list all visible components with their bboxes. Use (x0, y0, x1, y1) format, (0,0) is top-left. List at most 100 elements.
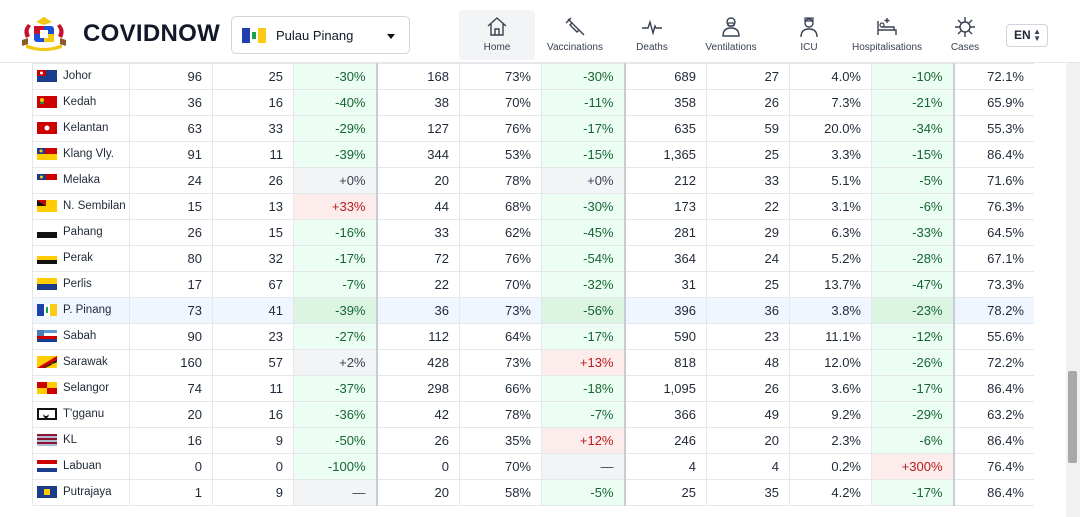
table-cell: 15 (129, 193, 213, 220)
table-row: Perak 80 32 -17% 72 76% -54% 364 24 5.2% -28% 67.1% (32, 245, 1034, 272)
state-name-cell[interactable]: Pahang (32, 219, 130, 246)
table-cell: 9 (212, 479, 294, 506)
table-cell: +2% (293, 349, 378, 376)
sarawak-flag-icon (37, 355, 57, 368)
table-cell: 112 (376, 323, 460, 350)
table-cell: 73% (459, 63, 542, 90)
table-cell: 70% (459, 271, 542, 298)
state-dropdown[interactable]: Pulau Pinang (231, 16, 410, 54)
state-label: Sabah (63, 330, 97, 343)
table-cell: 7.3% (789, 89, 872, 116)
state-name-cell[interactable]: Melaka (32, 167, 130, 194)
nav-deaths[interactable]: Deaths (628, 10, 676, 60)
state-name-cell[interactable]: Perlis (32, 271, 130, 298)
table-cell: 78% (459, 401, 542, 428)
table-cell: 55.3% (953, 115, 1034, 142)
table-cell: -30% (541, 63, 626, 90)
table-cell: 26 (706, 89, 790, 116)
table-cell: -29% (293, 115, 378, 142)
state-name-cell[interactable]: Selangor (32, 375, 130, 402)
table-cell: -18% (541, 375, 626, 402)
coat-of-arms-logo[interactable] (18, 14, 70, 54)
language-select[interactable]: EN ▲ ▼ (1006, 24, 1048, 47)
table-cell: 49 (706, 401, 790, 428)
table-cell: -26% (871, 349, 955, 376)
table-cell: -7% (541, 401, 626, 428)
state-label: KL (63, 434, 78, 447)
table-cell: 4 (706, 453, 790, 480)
klangvly-flag-icon (37, 147, 57, 160)
table-cell: 68% (459, 193, 542, 220)
state-name-cell[interactable]: Klang Vly. (32, 141, 130, 168)
table-row: N. Sembilan 15 13 +33% 44 68% -30% 173 22 3.1% -6%… (32, 193, 1034, 220)
table-cell: 36 (706, 297, 790, 324)
table-cell: 44 (376, 193, 460, 220)
table-cell: 74 (129, 375, 213, 402)
table-cell: -36% (293, 401, 378, 428)
table-cell: 73 (129, 297, 213, 324)
state-label: Melaka (63, 174, 101, 187)
table-cell: 86.4% (953, 427, 1034, 454)
table-row: Sabah 90 23 -27% 112 64% -17% 590 23 11.1% -12% 55.… (32, 323, 1034, 350)
table-cell: 23 (212, 323, 294, 350)
nav-icu[interactable]: ICU (791, 10, 827, 60)
state-name-cell[interactable]: Johor (32, 63, 130, 90)
state-name-cell[interactable]: Putrajaya (32, 479, 130, 506)
state-name-cell[interactable]: Sarawak (32, 349, 130, 376)
table-cell: 35 (706, 479, 790, 506)
table-cell: 78.2% (953, 297, 1034, 324)
table-cell: 33 (706, 167, 790, 194)
hospital-bed-icon (877, 18, 897, 35)
kedah-flag-icon (37, 95, 57, 108)
table-cell: 168 (376, 63, 460, 90)
table-cell: 29 (706, 219, 790, 246)
table-cell: 72 (376, 245, 460, 272)
page-scrollbar-thumb[interactable] (1068, 371, 1077, 463)
nav-ventilations[interactable]: Ventilations (701, 10, 761, 60)
nav-home[interactable]: Home (459, 10, 535, 60)
table-cell: -45% (541, 219, 626, 246)
table-cell: 127 (376, 115, 460, 142)
table-cell: +12% (541, 427, 626, 454)
table-cell: 3.8% (789, 297, 872, 324)
state-name-cell[interactable]: Labuan (32, 453, 130, 480)
state-name-cell[interactable]: Sabah (32, 323, 130, 350)
state-name-cell[interactable]: Perak (32, 245, 130, 272)
table-cell: 65.9% (953, 89, 1034, 116)
state-name-cell[interactable]: P. Pinang (32, 297, 130, 324)
table-cell: 6.3% (789, 219, 872, 246)
table-cell: 344 (376, 141, 460, 168)
table-cell: 12.0% (789, 349, 872, 376)
table-cell: 24 (129, 167, 213, 194)
table-cell: 635 (624, 115, 707, 142)
nav-icu-label: ICU (800, 42, 818, 53)
nav-cases[interactable]: Cases (946, 10, 984, 60)
app-title[interactable]: COVIDNOW (83, 20, 221, 47)
melaka-flag-icon (37, 173, 57, 186)
state-name-cell[interactable]: N. Sembilan (32, 193, 130, 220)
table-cell: 590 (624, 323, 707, 350)
table-cell: 22 (706, 193, 790, 220)
nav-vaccinations[interactable]: Vaccinations (543, 10, 607, 60)
state-name-cell[interactable]: T'gganu (32, 401, 130, 428)
table-cell: +13% (541, 349, 626, 376)
table-cell: 72.2% (953, 349, 1034, 376)
nav-hospitalisations[interactable]: Hospitalisations (849, 10, 925, 60)
state-label: N. Sembilan (63, 200, 126, 213)
state-label: Pahang (63, 226, 103, 239)
terengganu-flag-icon (37, 407, 57, 420)
table-cell: 20 (376, 167, 460, 194)
table-cell: 58% (459, 479, 542, 506)
state-name-cell[interactable]: Kedah (32, 89, 130, 116)
nav-vaccinations-label: Vaccinations (547, 42, 603, 53)
table-row: Putrajaya 1 9—20 58% -5% 25 35 4.2% -17% 86.4% (32, 479, 1034, 506)
state-name-cell[interactable]: KL (32, 427, 130, 454)
table-cell: 63 (129, 115, 213, 142)
table-cell: 24 (706, 245, 790, 272)
state-name-cell[interactable]: Kelantan (32, 115, 130, 142)
table-cell: 13 (212, 193, 294, 220)
table-cell: -17% (541, 323, 626, 350)
table-row: Klang Vly. 91 11 -39% 344 53% -15% 1,365 25 3.3% -… (32, 141, 1034, 168)
table-cell: -5% (871, 167, 955, 194)
perlis-flag-icon (37, 277, 57, 290)
